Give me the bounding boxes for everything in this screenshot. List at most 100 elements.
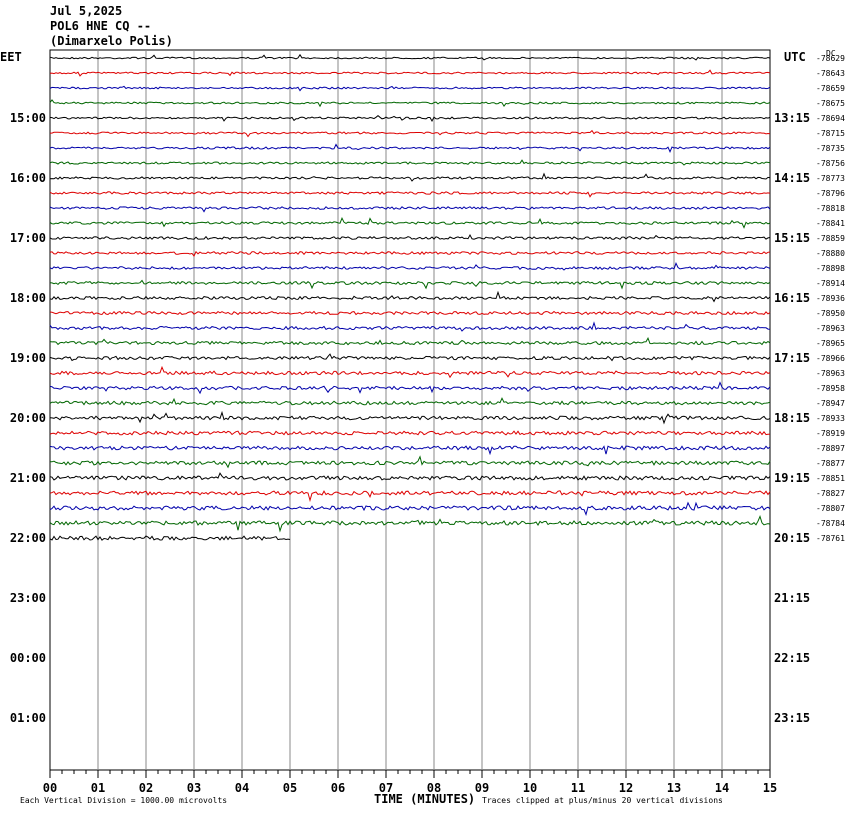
left-time: 18:00 — [10, 291, 46, 305]
trace — [49, 206, 771, 213]
trace — [49, 410, 771, 425]
trace — [50, 129, 771, 138]
trace-offset: -78773 — [816, 174, 845, 183]
right-time: 19:15 — [774, 471, 810, 485]
trace — [49, 250, 771, 257]
trace — [49, 472, 771, 481]
trace — [49, 85, 771, 92]
left-time: 16:00 — [10, 171, 46, 185]
trace — [49, 397, 771, 406]
trace-offset: -78784 — [816, 519, 845, 528]
trace — [49, 337, 771, 346]
x-tick-label: 11 — [571, 781, 585, 795]
trace-offset: -78675 — [816, 99, 845, 108]
x-tick-label: 14 — [715, 781, 729, 795]
dc-label: DC — [826, 49, 836, 58]
x-tick-label: 02 — [139, 781, 153, 795]
trace — [49, 515, 771, 533]
trace — [49, 365, 771, 379]
x-tick-label: 08 — [427, 781, 441, 795]
trace-offset: -78735 — [816, 144, 845, 153]
trace-offset: -78958 — [816, 384, 845, 393]
left-time: 19:00 — [10, 351, 46, 365]
trace-offset: -78841 — [816, 219, 845, 228]
trace — [49, 143, 771, 153]
trace — [49, 321, 771, 332]
trace-offset: -78629 — [816, 54, 845, 63]
trace — [49, 430, 771, 436]
trace-offset: -78947 — [816, 399, 845, 408]
trace-offset: -78914 — [816, 279, 845, 288]
left-time: 15:00 — [10, 111, 46, 125]
right-time: 17:15 — [774, 351, 810, 365]
trace — [49, 114, 771, 123]
trace-offset: -78807 — [816, 504, 845, 513]
right-time: 20:15 — [774, 531, 810, 545]
trace-offset: -78715 — [816, 129, 845, 138]
trace — [49, 261, 771, 271]
trace — [49, 381, 771, 395]
station: POL6 HNE CQ -- — [50, 19, 151, 33]
trace-offset: -78965 — [816, 339, 845, 348]
left-time: 21:00 — [10, 471, 46, 485]
left-time: 23:00 — [10, 591, 46, 605]
trace-offset: -78963 — [816, 324, 845, 333]
left-zone: EET — [0, 50, 22, 64]
trace-offset: -78859 — [816, 234, 845, 243]
trace — [49, 172, 771, 182]
trace-offset: -78796 — [816, 189, 845, 198]
trace — [49, 535, 291, 541]
right-time: 18:15 — [774, 411, 810, 425]
left-time: 00:00 — [10, 651, 46, 665]
trace — [49, 490, 771, 503]
trace-offset: -78756 — [816, 159, 845, 168]
trace — [49, 159, 771, 166]
x-tick-label: 10 — [523, 781, 537, 795]
trace-offset: -78897 — [816, 444, 845, 453]
trace-offset: -78761 — [816, 534, 845, 543]
trace-offset: -78643 — [816, 69, 845, 78]
x-tick-label: 09 — [475, 781, 489, 795]
trace-offset: -78659 — [816, 84, 845, 93]
right-time: 21:15 — [774, 591, 810, 605]
left-time: 20:00 — [10, 411, 46, 425]
x-tick-label: 12 — [619, 781, 633, 795]
trace-offset: -78827 — [816, 489, 845, 498]
x-tick-label: 04 — [235, 781, 249, 795]
x-tick-label: 05 — [283, 781, 297, 795]
trace-offset: -78966 — [816, 354, 845, 363]
trace-offset: -78877 — [816, 459, 845, 468]
trace — [49, 99, 771, 108]
plot-frame — [49, 49, 771, 771]
trace-offset: -78880 — [816, 249, 845, 258]
trace — [49, 501, 771, 517]
x-axis-label: TIME (MINUTES) — [374, 792, 475, 806]
x-tick-label: 03 — [187, 781, 201, 795]
trace — [49, 53, 771, 61]
x-tick-label: 06 — [331, 781, 345, 795]
trace — [49, 353, 771, 362]
date: Jul 5,2025 — [50, 4, 122, 18]
left-time: 17:00 — [10, 231, 46, 245]
left-time: 22:00 — [10, 531, 46, 545]
trace-offset: -78818 — [816, 204, 845, 213]
trace — [49, 216, 771, 229]
trace-offset: -78963 — [816, 369, 845, 378]
x-tick-label: 01 — [91, 781, 105, 795]
trace — [49, 279, 771, 290]
trace — [49, 455, 771, 469]
trace — [49, 310, 771, 316]
right-zone: UTC — [784, 50, 806, 64]
trace — [49, 191, 771, 198]
right-time: 14:15 — [774, 171, 810, 185]
trace-offset: -78936 — [816, 294, 845, 303]
trace-offset: -78851 — [816, 474, 845, 483]
right-time: 23:15 — [774, 711, 810, 725]
scale-note: Each Vertical Division = 1000.00 microvo… — [20, 796, 227, 805]
trace — [49, 445, 771, 456]
trace-offset: -78933 — [816, 414, 845, 423]
x-tick-label: 15 — [763, 781, 777, 795]
clip-note: Traces clipped at plus/minus 20 vertical… — [482, 796, 723, 805]
trace — [49, 290, 771, 303]
